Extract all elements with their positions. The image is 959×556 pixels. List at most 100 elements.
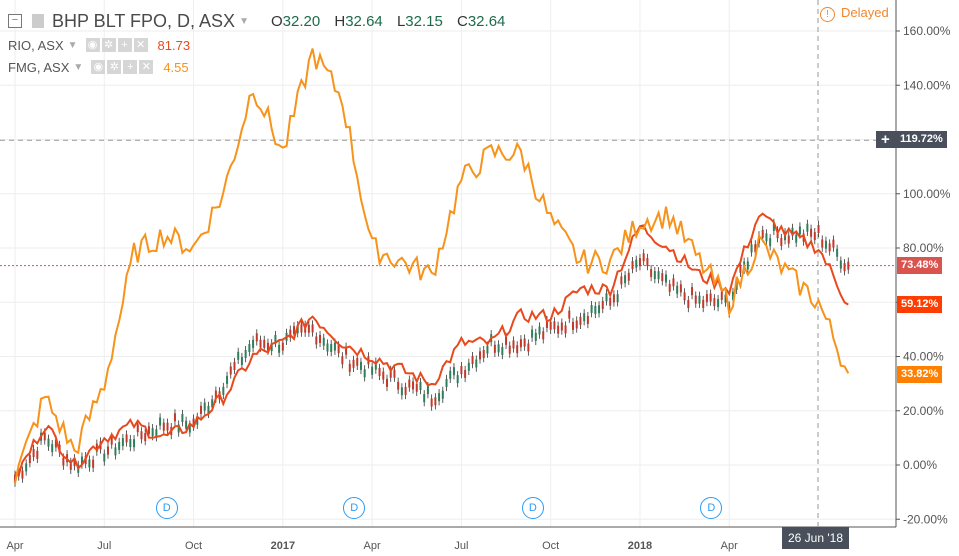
candle-body — [125, 434, 128, 443]
candle-body — [114, 447, 117, 456]
collapse-icon[interactable]: − — [8, 14, 22, 28]
candle-body — [493, 344, 496, 353]
candle-body — [449, 370, 452, 379]
dividend-marker[interactable]: D — [343, 497, 366, 519]
candle-body — [32, 448, 35, 457]
gear-icon[interactable]: ✲ — [101, 38, 116, 52]
dividend-marker[interactable]: D — [700, 497, 723, 519]
compare-symbol[interactable]: RIO, ASX — [8, 37, 64, 53]
x-tick-label: Apr — [364, 540, 381, 552]
candle-body — [356, 357, 359, 366]
gear-icon[interactable]: ✲ — [107, 60, 122, 74]
candle-body — [386, 378, 388, 387]
candle-body — [326, 343, 329, 352]
x-tick-label: Apr — [6, 540, 23, 552]
candle-body — [661, 273, 664, 282]
candle-body — [512, 340, 515, 349]
main-series-legend: − BHP BLT FPO, D, ASX ▼ O32.20 H32.64 L3… — [8, 8, 515, 34]
candle-body — [21, 470, 24, 479]
candle-body — [54, 439, 57, 448]
chevron-down-icon[interactable]: ▼ — [239, 15, 249, 27]
x-tick-label: Oct — [185, 540, 202, 552]
candle-body — [151, 428, 154, 437]
close-icon[interactable]: ✕ — [133, 38, 148, 52]
candle-body — [553, 321, 556, 330]
candle-body — [772, 222, 775, 231]
candle-body — [605, 293, 608, 302]
candle-body — [374, 361, 377, 370]
candle-body — [133, 439, 136, 448]
candle-body — [456, 375, 459, 384]
candle-body — [248, 344, 251, 353]
candle-body — [631, 261, 634, 270]
candle-body — [813, 232, 816, 241]
candle-body — [415, 383, 418, 392]
compare-symbol[interactable]: FMG, ASX — [8, 59, 70, 75]
candle-body — [95, 443, 98, 452]
candle-body — [583, 313, 586, 322]
candle-body — [62, 457, 65, 466]
candle-body — [765, 233, 768, 242]
candle-body — [642, 253, 645, 262]
compare-rio: RIO, ASX ▼ ◉ ✲ + ✕ 81.73 — [8, 34, 515, 56]
candle-body — [676, 285, 679, 294]
candle-body — [657, 271, 660, 280]
candle-body — [397, 381, 400, 390]
candle-body — [173, 413, 176, 422]
candle-body — [795, 234, 798, 243]
y-tick-label: 160.00% — [903, 24, 951, 38]
dividend-marker[interactable]: D — [155, 497, 178, 519]
series-line-rio — [14, 212, 849, 477]
candle-body — [739, 264, 742, 273]
delayed-badge[interactable]: ! Delayed — [820, 5, 889, 22]
candle-body — [47, 438, 50, 447]
candle-body — [434, 397, 437, 406]
candle-body — [144, 433, 147, 442]
y-tick-label: 0.00% — [903, 458, 937, 472]
candle-body — [780, 237, 783, 246]
candle-body — [300, 324, 303, 333]
chevron-down-icon[interactable]: ▼ — [67, 39, 78, 51]
plus-icon[interactable]: + — [123, 60, 138, 74]
y-tick-label: -20.00% — [903, 512, 948, 526]
x-tick-label: Jul — [454, 540, 468, 552]
candle-body — [28, 455, 31, 464]
y-tick-label: 20.00% — [903, 404, 944, 418]
main-symbol[interactable]: BHP BLT FPO, D, ASX — [52, 10, 236, 31]
candle-body — [107, 446, 109, 455]
candle-body — [705, 294, 708, 303]
candle-body — [824, 240, 827, 249]
candle-body — [281, 342, 284, 351]
candle-body — [702, 299, 705, 308]
chevron-down-icon[interactable]: ▼ — [73, 61, 84, 73]
compare-value: 81.73 — [157, 37, 191, 53]
flag-icon[interactable] — [32, 14, 44, 28]
candle-body — [828, 243, 831, 252]
candle-body — [746, 261, 749, 270]
candle-body — [516, 345, 519, 354]
close-icon[interactable]: ✕ — [139, 60, 154, 74]
candle-body — [572, 321, 574, 330]
fmg-price-tag: 33.82% — [897, 366, 943, 383]
candle-body — [103, 453, 106, 462]
x-tick-label: 2018 — [628, 540, 652, 552]
candle-body — [188, 424, 191, 433]
candle-body — [839, 260, 842, 269]
candle-body — [527, 343, 530, 352]
candle-body — [162, 422, 165, 431]
candle-body — [445, 378, 448, 387]
eye-icon[interactable]: ◉ — [91, 60, 106, 74]
candle-body — [627, 272, 630, 281]
compare-fmg: FMG, ASX ▼ ◉ ✲ + ✕ 4.55 — [8, 56, 515, 78]
candle-body — [274, 334, 277, 343]
eye-icon[interactable]: ◉ — [85, 38, 100, 52]
dividend-marker[interactable]: D — [521, 497, 544, 519]
plus-icon[interactable]: + — [117, 38, 132, 52]
candle-body — [393, 369, 396, 378]
candle-body — [252, 339, 255, 348]
candle-body — [333, 342, 336, 351]
candle-body — [315, 336, 318, 345]
candle-body — [847, 261, 850, 270]
